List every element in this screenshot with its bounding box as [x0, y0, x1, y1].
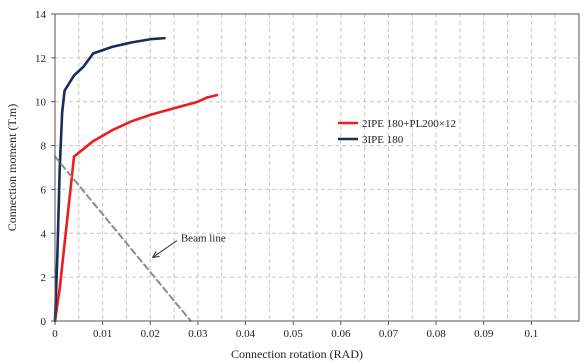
legend: 2IPE 180+PL200×12 3IPE 180: [338, 118, 456, 146]
axis-ticks: [51, 13, 532, 325]
y-tick-label: 0: [41, 316, 47, 328]
x-tick-label: 0.1: [524, 328, 538, 340]
beam-line-annotation: Beam line: [151, 233, 226, 259]
series-line-2ipe-180-pl200-12: [53, 93, 219, 323]
y-tick-label: 14: [35, 9, 47, 21]
x-tick-label: 0: [52, 328, 58, 340]
x-tick-label: 0.06: [331, 328, 351, 340]
plot-area-frame: [54, 13, 580, 322]
x-tick-label: 0.03: [188, 328, 208, 340]
x-tick-label: 0.01: [93, 328, 112, 340]
series-layer: [53, 36, 219, 323]
series-line-3ipe-180: [53, 36, 166, 323]
legend-label-2ipe-180-pl: 2IPE 180+PL200×12: [362, 118, 456, 130]
tick-labels: 0 0.01 0.02 0.03 0.04 0.05 0.06 0.07 0.08 0.09 0.1…: [35, 9, 538, 340]
x-tick-label: 0.08: [426, 328, 446, 340]
y-tick-label: 4: [41, 228, 47, 240]
beam-line-arrow: [152, 240, 178, 258]
y-tick-label: 6: [41, 184, 47, 196]
x-tick-label: 0.04: [236, 328, 256, 340]
y-tick-label: 10: [35, 97, 47, 109]
grid-lines: [55, 14, 579, 321]
legend-label-3ipe-180: 3IPE 180: [362, 134, 404, 146]
y-axis-title: Connection moment (T.m): [5, 104, 19, 231]
x-tick-label: 0.02: [141, 328, 160, 340]
beam-line-label: Beam line: [181, 233, 226, 245]
x-tick-label: 0.09: [474, 328, 494, 340]
y-tick-label: 2: [41, 272, 47, 284]
x-tick-label: 0.07: [379, 328, 399, 340]
y-tick-label: 8: [41, 141, 47, 153]
y-tick-label: 12: [35, 53, 46, 65]
beam-line-arrowhead: [151, 251, 160, 259]
x-axis-title: Connection rotation (RAD): [231, 347, 363, 361]
x-tick-label: 0.05: [284, 328, 304, 340]
beam-line: [54, 155, 192, 322]
